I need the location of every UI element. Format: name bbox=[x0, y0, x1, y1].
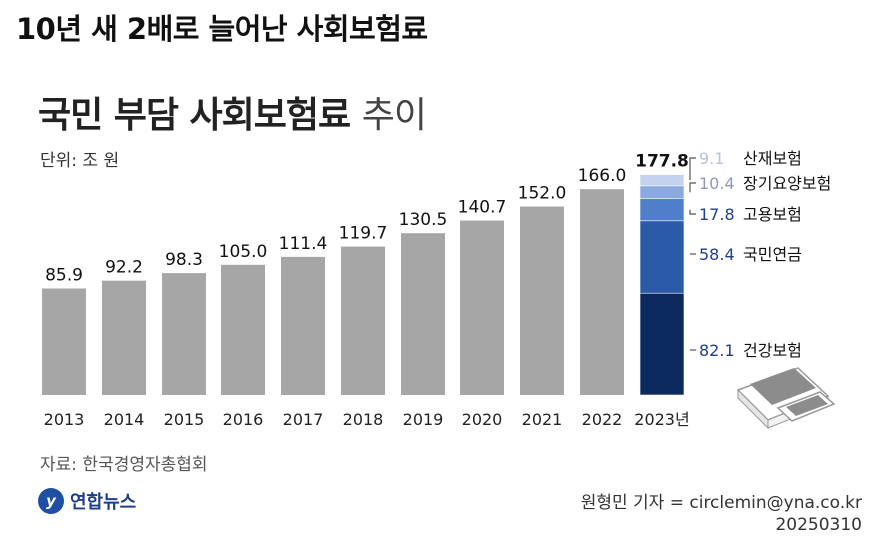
breakdown-name-장기요양보험: 장기요양보험 bbox=[743, 174, 831, 193]
infographic: 국민 부담 사회보험료 추이 단위: 조 원 85.9 2013 92.2 2014 9… bbox=[28, 78, 868, 548]
publish-date: 20250310 bbox=[775, 515, 862, 535]
leader-line-장기요양보험 bbox=[689, 182, 696, 193]
breakdown-name-국민연금: 국민연금 bbox=[743, 245, 802, 264]
value-label-2014: 92.2 bbox=[105, 258, 143, 278]
bar-2015 bbox=[162, 273, 206, 395]
x-tick-2022: 2022 bbox=[582, 410, 623, 429]
bar-2014 bbox=[102, 280, 146, 395]
x-tick-2013: 2013 bbox=[44, 410, 85, 429]
credit: 원형민 기자 = circlemin@yna.co.kr 20250310 bbox=[581, 492, 862, 536]
bar-chart: 85.9 2013 92.2 2014 98.3 2015 105.0 2016 111.4 20… bbox=[42, 149, 836, 430]
x-tick-2016: 2016 bbox=[223, 410, 264, 429]
value-label-2013: 85.9 bbox=[45, 265, 83, 285]
bar-2017 bbox=[281, 256, 325, 395]
source-label: 자료: 한국경영자총협회 bbox=[40, 455, 208, 475]
leader-line-산재보험 bbox=[689, 157, 696, 181]
bar-2016 bbox=[221, 264, 265, 395]
value-label-2021: 152.0 bbox=[518, 184, 567, 204]
chart-title-suffix: 추이 bbox=[361, 95, 427, 136]
breakdown-value-국민연금: 58.4 bbox=[699, 245, 735, 264]
x-tick-2021: 2021 bbox=[522, 410, 563, 429]
stack-segment-국민연금 bbox=[639, 220, 685, 294]
breakdown-value-산재보험: 9.1 bbox=[699, 149, 724, 168]
chart-title-main: 국민 부담 사회보험료 bbox=[38, 95, 351, 136]
x-tick-2018: 2018 bbox=[343, 410, 384, 429]
value-label-2017: 111.4 bbox=[279, 234, 328, 254]
yonhap-logo-text: 연합뉴스 bbox=[70, 492, 137, 513]
stack-segment-건강보험 bbox=[639, 292, 685, 396]
value-label-2020: 140.7 bbox=[458, 198, 507, 218]
bar-2019 bbox=[401, 233, 445, 395]
x-tick-2019: 2019 bbox=[403, 410, 444, 429]
money-stack-icon bbox=[736, 367, 836, 430]
breakdown-name-고용보험: 고용보험 bbox=[743, 205, 802, 224]
breakdown-name-건강보험: 건강보험 bbox=[743, 341, 802, 360]
x-tick-2017: 2017 bbox=[283, 410, 324, 429]
breakdown-name-산재보험: 산재보험 bbox=[743, 149, 802, 168]
unit-label: 단위: 조 원 bbox=[40, 151, 120, 171]
value-label-2016: 105.0 bbox=[219, 242, 268, 262]
value-label-2015: 98.3 bbox=[165, 250, 203, 270]
stack-segment-고용보험 bbox=[639, 198, 685, 222]
reporter-credit: 원형민 기자 = circlemin@yna.co.kr bbox=[580, 493, 862, 513]
stack-segment-산재보험 bbox=[639, 174, 685, 187]
leader-line-고용보험 bbox=[689, 209, 696, 215]
bar-2020 bbox=[460, 220, 504, 395]
yonhap-logo-icon: y bbox=[38, 488, 64, 514]
x-tick-2014: 2014 bbox=[104, 410, 145, 429]
headline: 10년 새 2배로 늘어난 사회보험료 bbox=[16, 12, 428, 46]
bar-2018 bbox=[341, 246, 385, 395]
breakdown-value-고용보험: 17.8 bbox=[699, 205, 735, 224]
breakdown-value-건강보험: 82.1 bbox=[699, 341, 735, 360]
x-tick-2023년: 2023년 bbox=[634, 410, 689, 429]
bar-2022 bbox=[580, 189, 624, 395]
stack-segment-장기요양보험 bbox=[639, 185, 685, 200]
value-label-2022: 166.0 bbox=[578, 166, 627, 186]
x-tick-2020: 2020 bbox=[462, 410, 503, 429]
breakdown-value-장기요양보험: 10.4 bbox=[699, 174, 735, 193]
value-label-2023년: 177.8 bbox=[635, 152, 689, 172]
chart-title: 국민 부담 사회보험료 추이 bbox=[38, 86, 427, 138]
x-tick-2015: 2015 bbox=[164, 410, 205, 429]
value-label-2019: 130.5 bbox=[399, 210, 448, 230]
bar-2021 bbox=[520, 206, 564, 395]
bar-2013 bbox=[42, 288, 86, 395]
value-label-2018: 119.7 bbox=[339, 224, 388, 244]
yonhap-logo: y 연합뉴스 bbox=[38, 488, 136, 514]
